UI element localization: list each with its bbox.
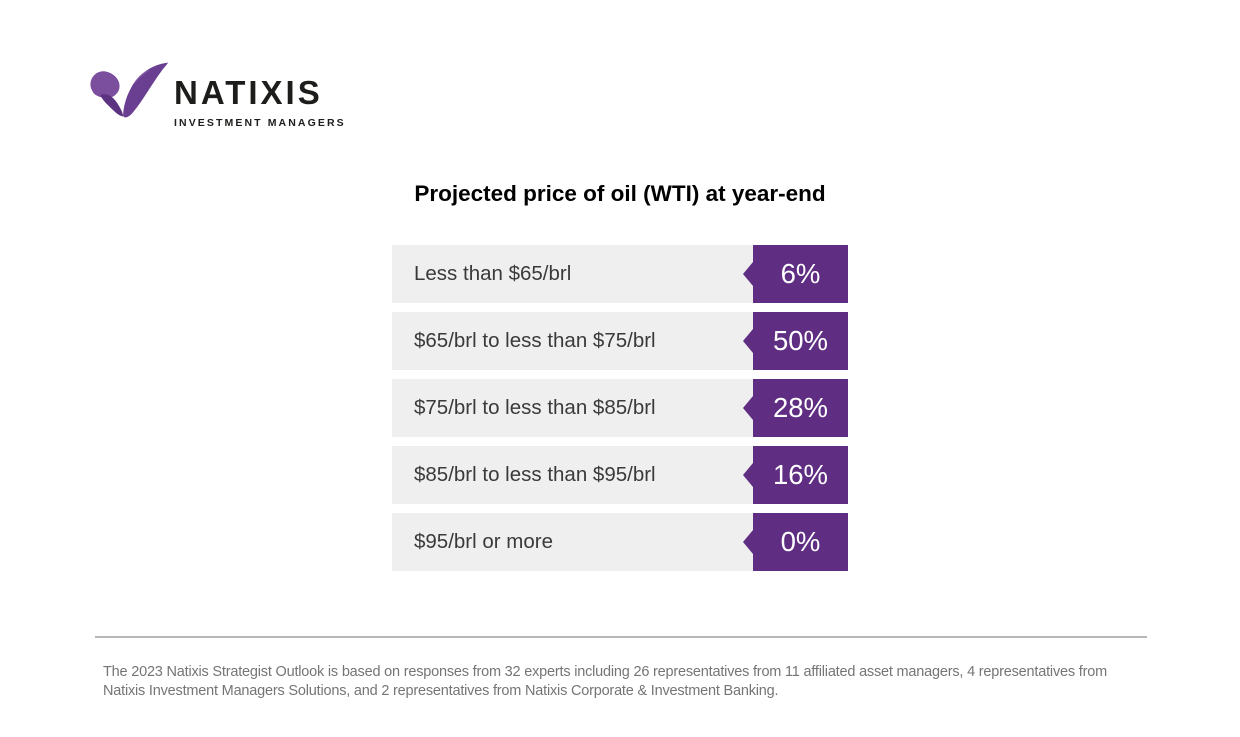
row-value-tag: 28% xyxy=(743,379,848,437)
brand-subname: INVESTMENT MANAGERS xyxy=(174,117,346,129)
row-value-tag: 50% xyxy=(743,312,848,370)
brand-name: NATIXIS xyxy=(174,74,323,111)
natixis-logo: NATIXIS INVESTMENT MANAGERS xyxy=(86,60,346,129)
chart-title: Projected price of oil (WTI) at year-end xyxy=(414,181,826,206)
survey-row: $85/brl to less than $95/brl 16% xyxy=(392,446,848,504)
row-label: $85/brl to less than $95/brl xyxy=(392,446,753,504)
row-label: $75/brl to less than $85/brl xyxy=(392,379,753,437)
row-value-tag: 16% xyxy=(743,446,848,504)
row-value-tag: 6% xyxy=(743,245,848,303)
natixis-brush-check-icon xyxy=(90,62,169,118)
row-value-tag: 0% xyxy=(743,513,848,571)
footnote: The 2023 Natixis Strategist Outlook is b… xyxy=(103,664,1107,699)
row-label: $95/brl or more xyxy=(392,513,753,571)
survey-rows: Less than $65/brl 6% $65/brl to less tha… xyxy=(392,245,848,580)
row-label: Less than $65/brl xyxy=(392,245,753,303)
survey-row: $95/brl or more 0% xyxy=(392,513,848,571)
row-label: $65/brl to less than $75/brl xyxy=(392,312,753,370)
survey-row: $75/brl to less than $85/brl 28% xyxy=(392,379,848,437)
footer-divider xyxy=(95,636,1147,638)
survey-row: $65/brl to less than $75/brl 50% xyxy=(392,312,848,370)
survey-row: Less than $65/brl 6% xyxy=(392,245,848,303)
logo-text: NATIXIS INVESTMENT MANAGERS xyxy=(174,60,346,129)
